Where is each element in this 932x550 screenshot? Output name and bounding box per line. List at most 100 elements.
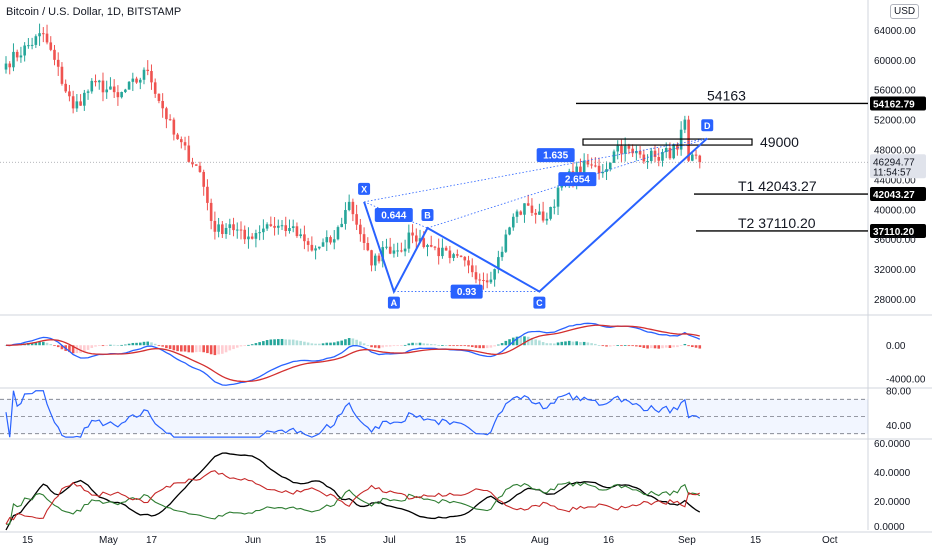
candle[interactable] <box>183 142 187 146</box>
candle[interactable] <box>653 150 657 157</box>
candle[interactable] <box>213 220 217 232</box>
candle[interactable] <box>407 232 411 249</box>
candle[interactable] <box>258 232 261 234</box>
candle[interactable] <box>415 235 418 242</box>
candle[interactable] <box>325 237 329 243</box>
candle[interactable] <box>180 139 183 143</box>
candle[interactable] <box>664 147 668 152</box>
resistance-box[interactable] <box>582 138 753 146</box>
candle[interactable] <box>105 89 109 93</box>
candle[interactable] <box>135 78 138 83</box>
candle[interactable] <box>217 224 220 232</box>
candle[interactable] <box>373 255 377 266</box>
candle[interactable] <box>336 227 340 240</box>
candle[interactable] <box>388 246 392 254</box>
candle[interactable] <box>437 247 440 257</box>
candle[interactable] <box>269 224 273 226</box>
candle[interactable] <box>657 157 661 161</box>
adx-line[interactable] <box>5 452 701 531</box>
candle[interactable] <box>452 254 455 258</box>
candle[interactable] <box>209 202 213 221</box>
candle[interactable] <box>523 203 526 215</box>
candle[interactable] <box>355 214 358 225</box>
candle[interactable] <box>250 236 254 239</box>
candle[interactable] <box>403 248 407 252</box>
candle[interactable] <box>176 134 179 140</box>
candle[interactable] <box>138 79 142 83</box>
candle[interactable] <box>265 224 269 229</box>
candle[interactable] <box>441 247 444 257</box>
candle[interactable] <box>463 256 467 261</box>
candle[interactable] <box>329 237 332 243</box>
candle[interactable] <box>470 265 474 273</box>
candle[interactable] <box>161 100 164 109</box>
candle[interactable] <box>474 272 478 280</box>
pattern-point-A[interactable] <box>387 296 400 309</box>
candle[interactable] <box>429 245 433 247</box>
pattern-ratio-box[interactable] <box>536 148 575 163</box>
candles-group[interactable] <box>4 23 702 290</box>
candle[interactable] <box>187 145 191 162</box>
candle[interactable] <box>314 248 317 251</box>
candle[interactable] <box>306 241 310 245</box>
candle[interactable] <box>381 247 385 262</box>
candle[interactable] <box>232 224 235 231</box>
candle[interactable] <box>120 91 123 98</box>
candle[interactable] <box>157 93 161 101</box>
pattern-point-C[interactable] <box>533 296 546 309</box>
candle[interactable] <box>493 269 496 280</box>
candle[interactable] <box>672 145 675 159</box>
candle[interactable] <box>150 71 153 83</box>
candle[interactable] <box>109 86 112 90</box>
candle[interactable] <box>553 206 556 208</box>
candle[interactable] <box>291 226 295 229</box>
candle[interactable] <box>34 36 38 45</box>
candle[interactable] <box>30 44 34 46</box>
candle[interactable] <box>116 92 120 98</box>
di-plus-line[interactable] <box>6 481 701 525</box>
candle[interactable] <box>608 162 612 170</box>
candle[interactable] <box>400 250 403 252</box>
candle[interactable] <box>616 145 620 152</box>
candle[interactable] <box>623 145 627 154</box>
candle[interactable] <box>228 224 232 228</box>
candle[interactable] <box>153 82 157 94</box>
candle[interactable] <box>489 279 493 283</box>
candle[interactable] <box>448 250 452 258</box>
candle[interactable] <box>478 279 482 281</box>
pattern-point-B[interactable] <box>421 209 434 222</box>
candle[interactable] <box>511 216 515 228</box>
candle[interactable] <box>42 33 45 35</box>
candle[interactable] <box>556 187 560 207</box>
candle[interactable] <box>661 151 664 161</box>
candle[interactable] <box>586 160 590 165</box>
candle[interactable] <box>71 96 75 109</box>
candle[interactable] <box>60 66 64 84</box>
candle[interactable] <box>68 91 71 97</box>
candle[interactable] <box>101 80 105 93</box>
candle[interactable] <box>332 239 336 243</box>
candle[interactable] <box>12 51 15 68</box>
candle[interactable] <box>594 165 597 167</box>
candle[interactable] <box>247 236 250 240</box>
candle[interactable] <box>642 154 646 162</box>
candle[interactable] <box>459 255 463 257</box>
signal-line[interactable] <box>5 324 700 383</box>
candle[interactable] <box>582 160 586 174</box>
candle[interactable] <box>530 205 534 213</box>
candle[interactable] <box>280 225 284 227</box>
rsi-line[interactable] <box>5 390 701 438</box>
candle[interactable] <box>538 211 541 215</box>
pattern-point-D[interactable] <box>701 119 714 132</box>
candle[interactable] <box>38 33 41 37</box>
candle[interactable] <box>597 165 601 174</box>
candle[interactable] <box>172 119 176 135</box>
candle[interactable] <box>4 63 8 70</box>
candle[interactable] <box>426 245 429 248</box>
candle[interactable] <box>519 211 523 215</box>
candle[interactable] <box>340 223 343 228</box>
candle[interactable] <box>579 166 582 174</box>
candle[interactable] <box>254 233 258 239</box>
candle[interactable] <box>64 83 67 92</box>
